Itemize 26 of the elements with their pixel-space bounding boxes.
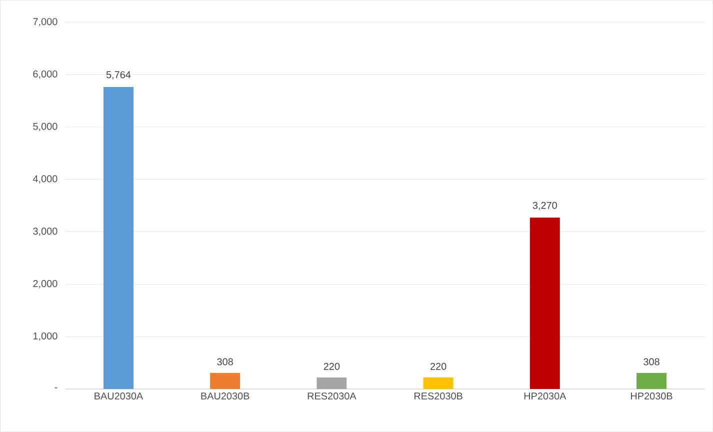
y-tick-label: 3,000 [33, 228, 58, 236]
y-tick-label: 1,000 [34, 332, 58, 341]
bar [530, 218, 560, 389]
x-tick-label: BAU2030B [201, 392, 250, 400]
y-tick-label: 2,000 [33, 280, 58, 288]
bar [103, 86, 134, 389]
bar [636, 372, 666, 389]
y-tick-label: 4,000 [32, 175, 58, 184]
x-tick-label: HP2030A [524, 392, 566, 400]
bar [210, 372, 240, 389]
data-label: 220 [324, 362, 340, 370]
bar [316, 377, 347, 389]
data-label: 220 [430, 362, 446, 370]
y-tick-label: 7,000 [33, 18, 58, 26]
x-tick-label: RES2030B [414, 392, 462, 400]
bar [423, 377, 454, 389]
y-tick-label: - [54, 387, 58, 388]
x-tick-label: RES2030A [308, 392, 356, 400]
data-label: 308 [644, 358, 660, 366]
x-tick-label: HP2030B [631, 392, 672, 400]
data-label: 5,764 [106, 71, 131, 80]
y-tick-label: 6,000 [33, 70, 58, 79]
x-tick-label: BAU2030A [94, 392, 144, 400]
data-label: 3,270 [532, 202, 557, 210]
data-label: 308 [217, 358, 233, 366]
y-tick-label: 5,000 [33, 122, 58, 132]
